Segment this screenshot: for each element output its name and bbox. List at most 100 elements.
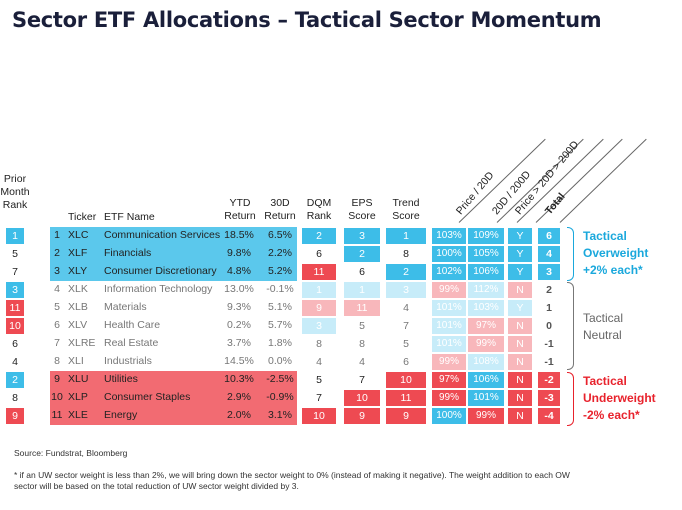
condition-cell: N [508,354,532,370]
condition-cell: N [508,282,532,298]
ytd-return-cell: 0.2% [227,319,251,331]
ytd-return-cell: 2.0% [227,409,251,421]
eps-score-cell: 5 [359,320,365,332]
prior-rank-cell: 7 [12,266,18,278]
trend-score-cell: 5 [403,338,409,350]
prior-header-line: Prior [3,173,27,185]
eps-score-cell: 9 [344,408,380,424]
condition-cell: N [508,318,532,334]
d30-header-line: 30D [270,197,290,209]
neutral-label: Tactical Neutral [583,310,623,344]
ticker-cell: XLB [68,301,88,313]
trend-score-cell: 4 [403,302,409,314]
ytd-return-cell: 18.5% [224,229,254,241]
d30-return-cell: 5.1% [268,301,292,313]
ticker-cell: XLK [68,283,88,295]
bracket-label-line: Neutral [583,328,622,342]
table-row: 8 10 XLP Consumer Staples 2.9% -0.9% 7 10 11 99% 1… [0,389,682,407]
total-cell: -3 [538,390,560,406]
ticker-cell: XLF [68,247,88,259]
d30-return-cell: 0.0% [268,355,292,367]
prior-header-line: Rank [2,199,28,211]
d20-200d-cell: 99% [468,336,504,352]
d30-return-cell: 1.8% [268,337,292,349]
table-row: 10 6 XLV Health Care 0.2% 5.7% 3 5 7 101% 97% N 0 [0,317,682,335]
trend-score-cell: 7 [403,320,409,332]
ytd-return-cell: 14.5% [224,355,254,367]
eps-score-cell: 11 [344,300,380,316]
bracket-label-line: Overweight [583,246,649,260]
d30-return-cell: 5.2% [268,265,292,277]
ticker-cell: XLE [68,409,88,421]
ticker-cell: XLI [68,355,84,367]
ytd-return-cell: 4.8% [227,265,251,277]
total-cell: -2 [538,372,560,388]
ytd-return-cell: 3.7% [227,337,251,349]
ticker-cell: XLU [68,373,89,385]
trend-score-cell: 10 [386,372,426,388]
dqm-rank-cell: 1 [302,282,336,298]
table-row: 11 5 XLB Materials 9.3% 5.1% 9 11 4 101% 103% Y 1 [0,299,682,317]
row-highlight [50,371,297,389]
total-cell: 6 [538,228,560,244]
prior-rank-cell: 5 [12,248,18,260]
table-row: 5 2 XLF Financials 9.8% 2.2% 6 2 8 100% 105% Y 4 [0,245,682,263]
trend-score-cell: 3 [386,282,426,298]
dqm-rank-cell: 6 [316,248,322,260]
price-20d-cell: 100% [432,408,466,424]
ticker-cell: XLY [68,265,88,277]
eps-header-line: Score [348,210,376,222]
dqm-rank-cell: 11 [302,264,336,280]
rank-cell: 7 [54,337,60,349]
table-row: 4 8 XLI Industrials 14.5% 0.0% 4 4 6 99% 108% N -1 [0,353,682,371]
dqm-rank-cell: 8 [316,338,322,350]
etf-name-cell: Real Estate [104,337,159,349]
bracket-label-line: -2% each* [583,408,640,422]
etf-name-cell: Consumer Discretionary [104,265,217,277]
underweight-label: Tactical Underweight -2% each* [583,373,656,424]
d30-return-cell: -0.1% [266,283,294,295]
etf-name-cell: Energy [104,409,138,421]
price-20d-cell: 97% [432,372,466,388]
condition-cell: Y [508,264,532,280]
rank-cell: 11 [51,409,63,421]
dqm-rank-cell: 9 [302,300,336,316]
ytd-return-cell: 10.3% [224,373,254,385]
trend-score-cell: 2 [386,264,426,280]
d30-header: 30D Return [260,197,300,223]
overweight-bracket [567,227,574,281]
footnote: * if an UW sector weight is less than 2%… [14,470,570,492]
trend-score-cell: 1 [386,228,426,244]
price-20d-cell: 101% [432,318,466,334]
price-20d-cell: 103% [432,228,466,244]
overweight-label: Tactical Overweight +2% each* [583,228,648,279]
total-cell: 2 [546,284,552,296]
trend-header-line: Trend [392,197,420,209]
bracket-label-line: Tactical [583,229,627,243]
price-20d-cell: 101% [432,300,466,316]
total-cell: 0 [546,320,552,332]
d20-200d-cell: 106% [468,264,504,280]
d30-return-cell: -2.5% [266,373,294,385]
ticker-header: Ticker [68,211,97,223]
dqm-rank-cell: 5 [316,374,322,386]
table-row: 1 1 XLC Communication Services 18.5% 6.5% 2 3 1 1… [0,227,682,245]
eps-header-line: EPS [351,197,373,209]
condition-cell: Y [508,300,532,316]
row-highlight [50,245,297,263]
table-row: 2 9 XLU Utilities 10.3% -2.5% 5 7 10 97% 106% N -2 [0,371,682,389]
ytd-header-line: Return [224,210,256,222]
table-row: 6 7 XLRE Real Estate 3.7% 1.8% 8 8 5 101% 99% N -1 [0,335,682,353]
d30-return-cell: 5.7% [268,319,292,331]
price-20d-cell: 102% [432,264,466,280]
d20-200d-cell: 103% [468,300,504,316]
dqm-header: DQM Rank [302,197,336,223]
page-title: Sector ETF Allocations – Tactical Sector… [12,8,602,32]
dqm-rank-cell: 4 [316,356,322,368]
d30-header-line: Return [264,210,296,222]
ticker-cell: XLRE [68,337,96,349]
eps-score-cell: 1 [344,282,380,298]
etf-name-cell: Materials [104,301,147,313]
rank-cell: 9 [54,373,60,385]
prior-header: Prior Month Rank [0,173,30,212]
